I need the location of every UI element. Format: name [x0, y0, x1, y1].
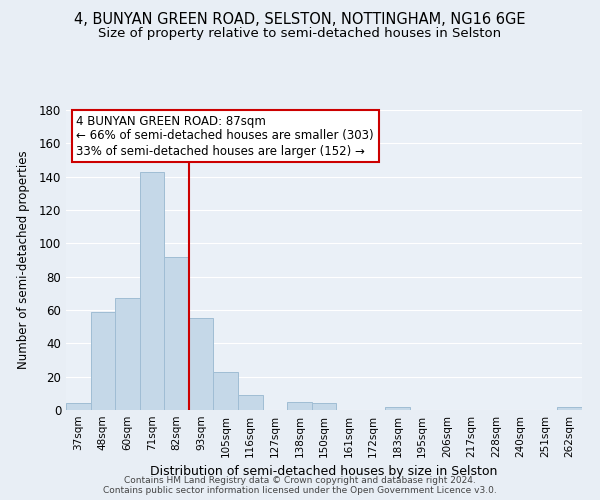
Text: 4 BUNYAN GREEN ROAD: 87sqm
← 66% of semi-detached houses are smaller (303)
33% o: 4 BUNYAN GREEN ROAD: 87sqm ← 66% of semi…	[76, 114, 374, 158]
Bar	[214, 372, 238, 410]
Bar	[312, 404, 336, 410]
Bar	[164, 256, 189, 410]
Bar	[115, 298, 140, 410]
X-axis label: Distribution of semi-detached houses by size in Selston: Distribution of semi-detached houses by …	[151, 466, 497, 478]
Bar	[557, 406, 582, 410]
Bar	[91, 312, 115, 410]
Y-axis label: Number of semi-detached properties: Number of semi-detached properties	[17, 150, 31, 370]
Text: Size of property relative to semi-detached houses in Selston: Size of property relative to semi-detach…	[98, 28, 502, 40]
Bar	[140, 172, 164, 410]
Bar	[385, 406, 410, 410]
Bar	[238, 395, 263, 410]
Bar	[287, 402, 312, 410]
Bar	[189, 318, 214, 410]
Text: 4, BUNYAN GREEN ROAD, SELSTON, NOTTINGHAM, NG16 6GE: 4, BUNYAN GREEN ROAD, SELSTON, NOTTINGHA…	[74, 12, 526, 28]
Text: Contains HM Land Registry data © Crown copyright and database right 2024.
Contai: Contains HM Land Registry data © Crown c…	[103, 476, 497, 495]
Bar	[66, 404, 91, 410]
